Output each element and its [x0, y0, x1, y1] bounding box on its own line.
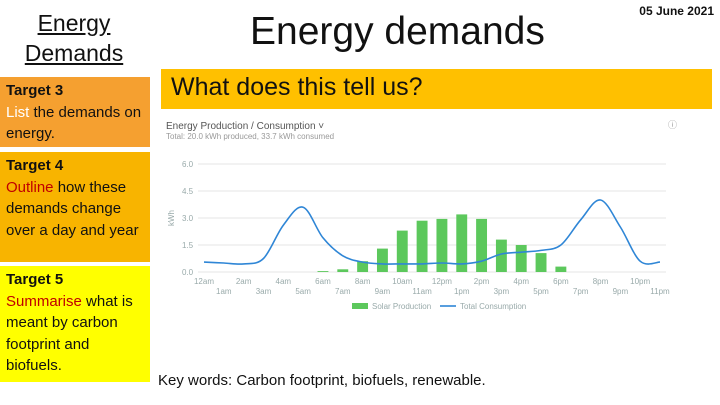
x-tick-label: 2pm — [474, 277, 490, 286]
x-tick-label: 4am — [276, 277, 292, 286]
target-keyword: Outline — [6, 178, 54, 196]
y-tick-label: 3.0 — [182, 214, 194, 223]
bar — [317, 271, 329, 272]
x-tick-label: 7am — [335, 287, 351, 296]
page-title: Energy demands — [250, 10, 545, 53]
target-keyword: List — [6, 103, 30, 121]
x-tick-label: 12pm — [432, 277, 452, 286]
bar — [337, 269, 349, 272]
x-tick-label: 10am — [392, 277, 412, 286]
x-tick-label: 9am — [375, 287, 391, 296]
bar — [456, 214, 468, 272]
x-tick-label: 1pm — [454, 287, 470, 296]
target-label: Target 3 — [6, 82, 64, 99]
target-label: Target 5 — [6, 271, 64, 288]
y-tick-label: 0.0 — [182, 268, 194, 277]
x-tick-label: 3pm — [494, 287, 510, 296]
sidebar-title: Energy Demands — [24, 10, 124, 66]
bar — [495, 239, 507, 272]
x-tick-label: 4pm — [513, 277, 529, 286]
target-5-box: Target 5 Summarise what is meant by carb… — [0, 266, 150, 382]
y-tick-label: 4.5 — [182, 187, 194, 196]
legend-swatch-solar — [352, 303, 368, 309]
chart-subtitle: Total: 20.0 kWh produced, 33.7 kWh consu… — [166, 132, 334, 141]
legend-label: Total Consumption — [460, 302, 526, 311]
bar — [376, 248, 388, 272]
x-tick-label: 9pm — [613, 287, 629, 296]
x-tick-label: 6pm — [553, 277, 569, 286]
energy-chart: Energy Production / Consumption ˅Total: … — [166, 120, 677, 311]
bar — [396, 230, 408, 272]
x-tick-label: 10pm — [630, 277, 650, 286]
x-tick-label: 6am — [315, 277, 331, 286]
target-keyword: Summarise — [6, 292, 82, 310]
question-banner: What does this tell us? — [161, 69, 712, 109]
consumption-line — [203, 199, 661, 265]
target-text: what is meant by carbon footprint and bi… — [6, 292, 133, 375]
target-3-box: Target 3 List the demands on energy. — [0, 77, 150, 147]
help-icon: ⓘ — [668, 120, 677, 130]
bar — [357, 261, 369, 272]
x-tick-label: 11pm — [650, 287, 670, 296]
x-tick-label: 12am — [194, 277, 214, 286]
x-tick-label: 11am — [412, 287, 432, 296]
chart-title: Energy Production / Consumption ˅ — [166, 121, 324, 132]
bar — [535, 253, 547, 272]
bar — [515, 245, 527, 272]
x-tick-label: 5pm — [533, 287, 549, 296]
target-text: how these demands change over a day and … — [6, 178, 139, 239]
y-tick-label: 6.0 — [182, 160, 194, 169]
bar — [416, 220, 428, 272]
x-tick-label: 3am — [256, 287, 272, 296]
target-label: Target 4 — [6, 157, 64, 174]
x-tick-label: 5am — [295, 287, 311, 296]
y-axis-label: kWh — [167, 210, 176, 226]
x-tick-label: 2am — [236, 277, 252, 286]
x-tick-label: 8pm — [593, 277, 609, 286]
x-tick-label: 7pm — [573, 287, 589, 296]
bar — [476, 218, 488, 272]
y-tick-label: 1.5 — [182, 241, 194, 250]
bar — [555, 266, 567, 272]
date-label: 05 June 2021 — [639, 4, 714, 18]
target-text: the demands on energy. — [6, 103, 142, 143]
x-tick-label: 1am — [216, 287, 232, 296]
legend-label: Solar Production — [372, 302, 431, 311]
x-tick-label: 8am — [355, 277, 371, 286]
bar — [436, 218, 448, 272]
keywords-text: Key words: Carbon footprint, biofuels, r… — [158, 372, 486, 389]
target-4-box: Target 4 Outline how these demands chang… — [0, 152, 150, 262]
